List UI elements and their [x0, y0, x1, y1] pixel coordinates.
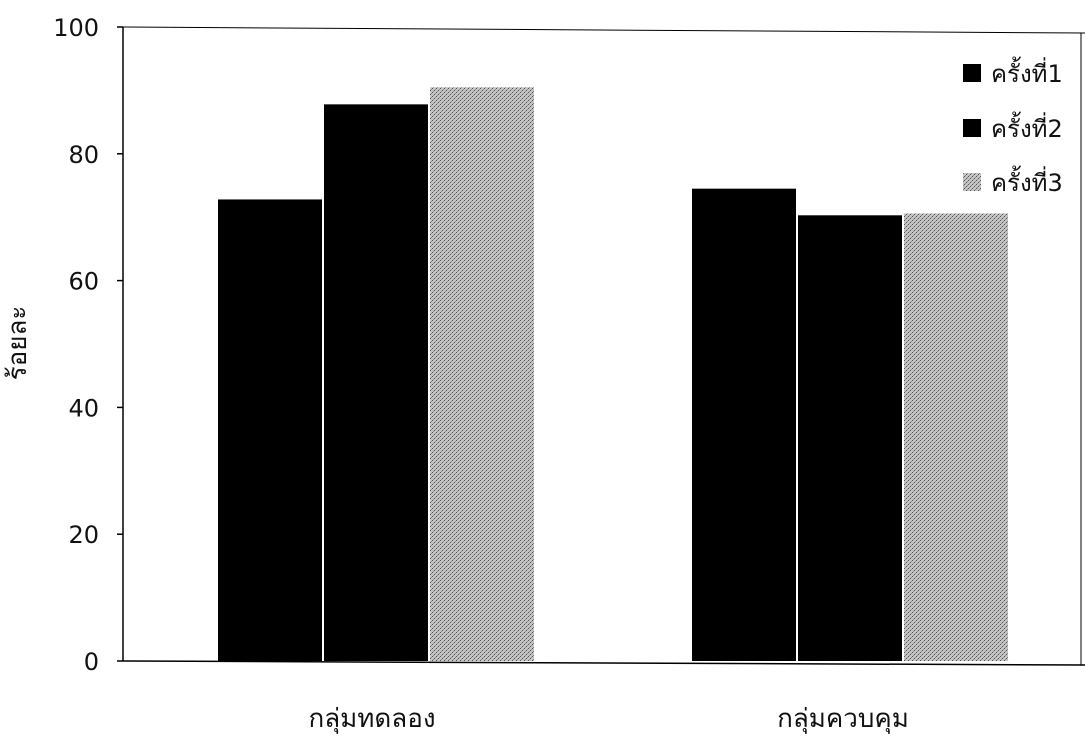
legend-label-1: ครั้งที่1	[991, 56, 1063, 88]
bar-series-1-category-2	[692, 188, 796, 662]
category-label: กลุ่มควบคุม	[777, 704, 909, 734]
y-tick-label: 0	[84, 648, 99, 676]
y-tick-label: 20	[68, 521, 99, 549]
legend-swatch-3	[963, 173, 981, 191]
x-axis-line	[122, 660, 1085, 666]
legend-label-2: ครั้งที่2	[991, 111, 1063, 143]
category-labels: กลุ่มทดลอง กลุ่มควบคุม	[308, 704, 908, 734]
y-axis-title: ร้อยละ	[3, 306, 33, 381]
bar-series-3-category-2	[904, 213, 1008, 661]
legend-swatch-2	[963, 119, 981, 137]
bar-series-1-category-1	[218, 199, 322, 661]
plot-top-border	[122, 26, 1085, 34]
legend: ครั้งที่1 ครั้งที่2 ครั้งที่3	[963, 56, 1063, 197]
y-tick-label: 80	[68, 141, 99, 169]
y-tick-labels: 0 20 40 60 80 100	[53, 14, 123, 676]
bar-series-3-category-1	[430, 87, 534, 662]
y-tick-label: 40	[68, 394, 99, 422]
category-label: กลุ่มทดลอง	[308, 704, 435, 734]
bar-series-2-category-1	[324, 104, 428, 661]
bar-series-2-category-2	[798, 215, 902, 661]
legend-swatch-1	[963, 64, 981, 82]
bars	[218, 87, 1008, 662]
legend-label-3: ครั้งที่3	[991, 165, 1063, 197]
y-tick-label: 60	[68, 268, 99, 296]
y-tick-label: 100	[53, 14, 99, 42]
